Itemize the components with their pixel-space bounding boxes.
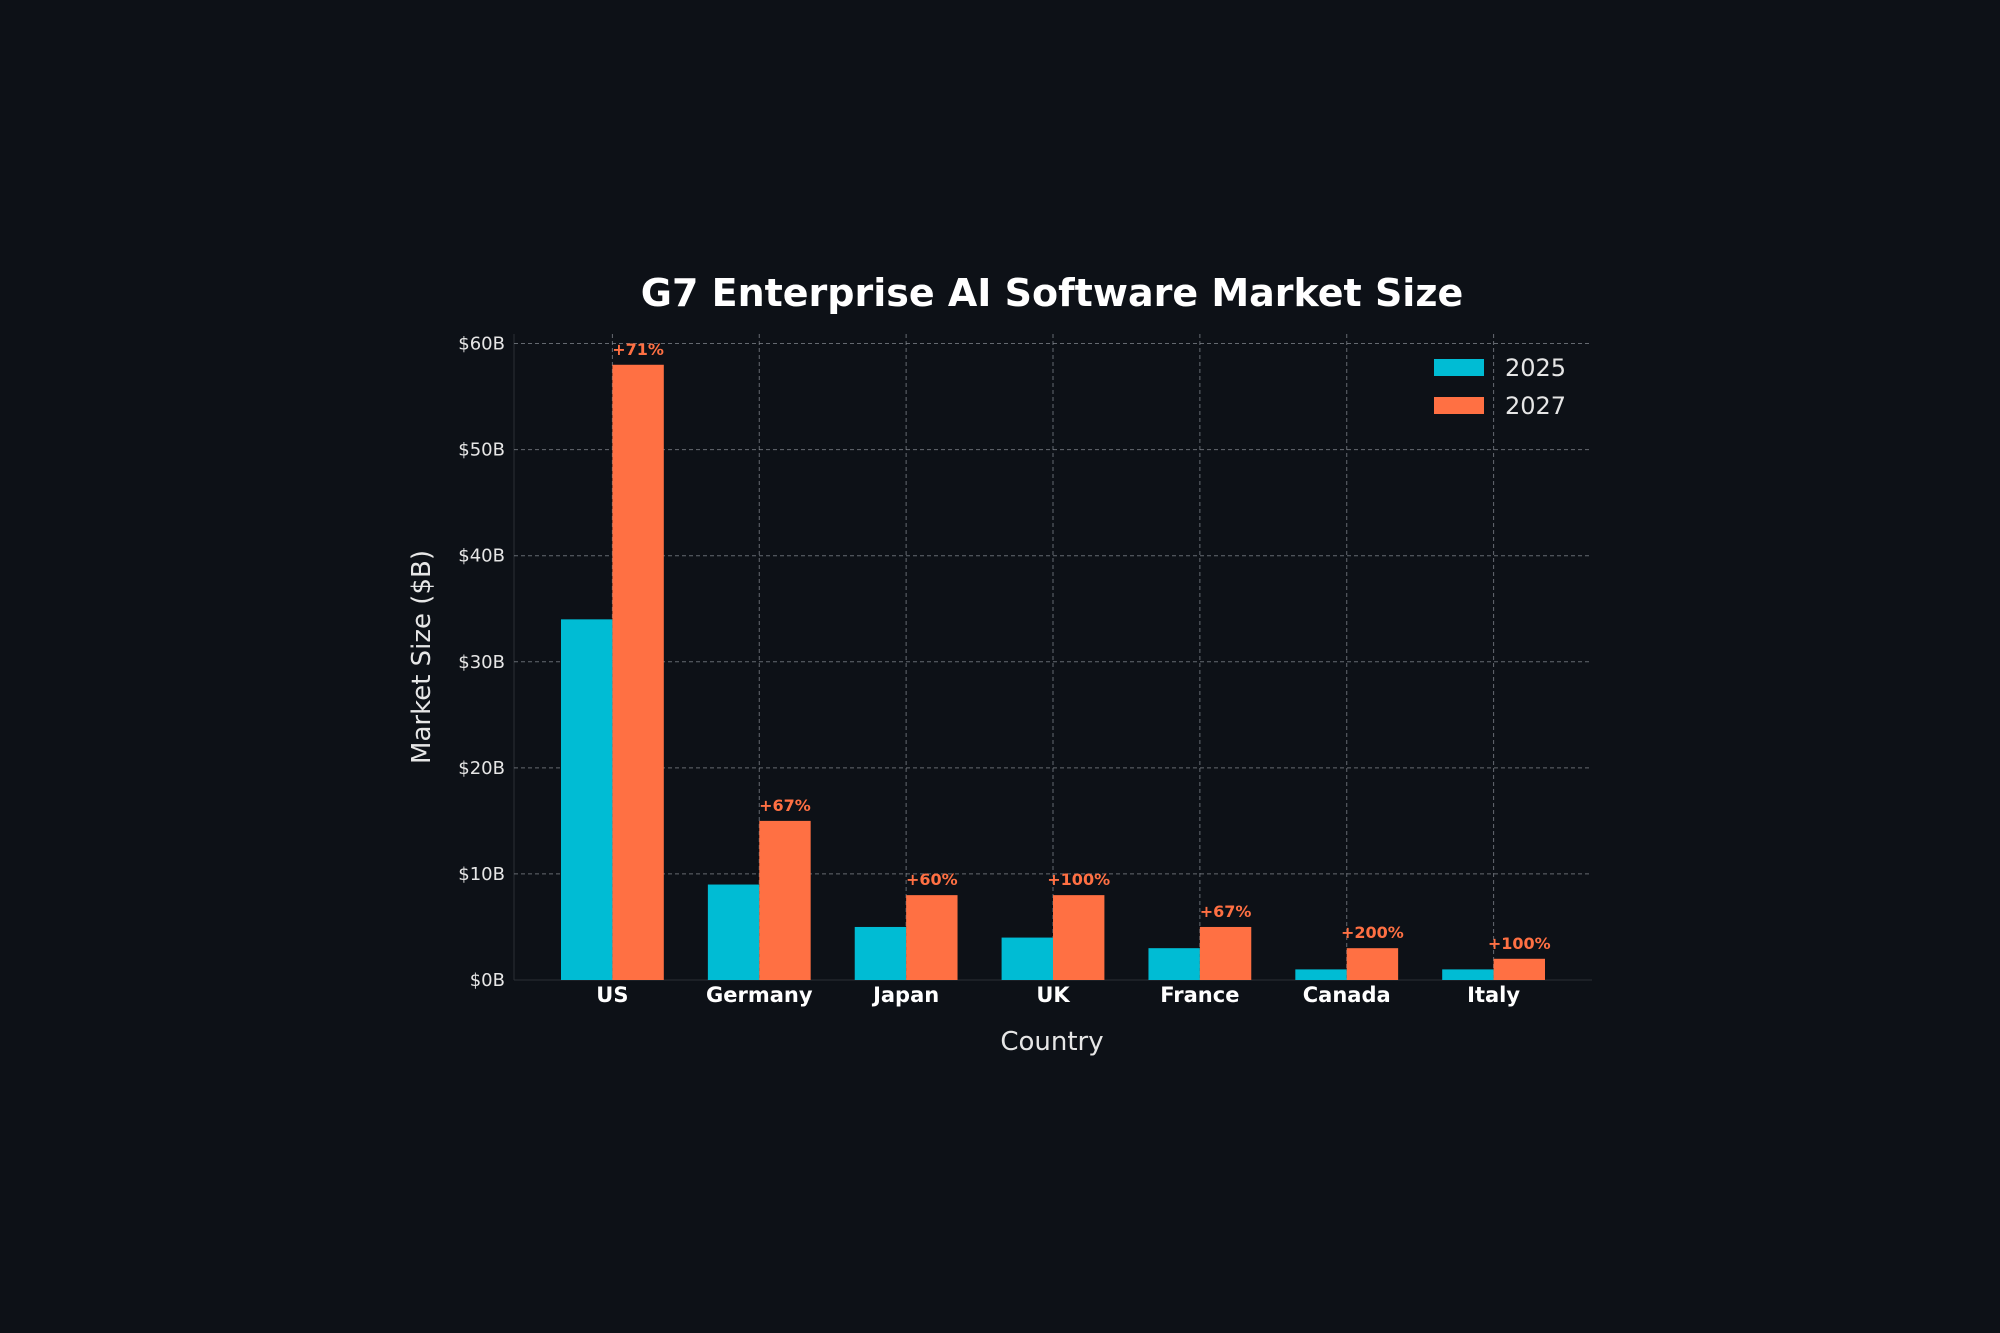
x-tick-label: Japan — [871, 983, 939, 1007]
x-tick-label: France — [1160, 983, 1239, 1007]
y-axis-label: Market Size ($B) — [407, 550, 437, 764]
legend-label: 2025 — [1505, 354, 1566, 382]
grid — [513, 334, 1592, 981]
bar-2027-canada[interactable] — [1346, 948, 1399, 980]
chart-title: G7 Enterprise AI Software Market Size — [641, 271, 1463, 315]
growth-annotation: +67% — [1200, 902, 1252, 921]
growth-annotation: +200% — [1341, 923, 1404, 942]
legend-swatch-2027 — [1434, 397, 1484, 414]
x-tick-label: UK — [1036, 983, 1070, 1007]
bar-2027-germany[interactable] — [759, 820, 811, 980]
x-tick-label: Germany — [706, 983, 813, 1007]
y-tick-label: $60B — [458, 334, 505, 355]
bars — [560, 364, 1546, 980]
legend-label: 2027 — [1505, 392, 1566, 420]
bar-2025-germany[interactable] — [707, 884, 760, 980]
bar-2025-us[interactable] — [560, 619, 613, 980]
growth-annotation: +100% — [1047, 870, 1110, 889]
legend: 2025 2027 — [1434, 354, 1566, 420]
y-tick-label: $10B — [458, 864, 505, 885]
x-axis-label: Country — [1000, 1027, 1103, 1057]
bar-2027-us[interactable] — [612, 364, 664, 980]
y-tick-label: $20B — [458, 758, 505, 779]
y-tick-label: $50B — [458, 440, 505, 461]
growth-annotation: +100% — [1488, 934, 1551, 953]
bar-2025-france[interactable] — [1148, 948, 1200, 980]
bar-2025-uk[interactable] — [1001, 937, 1053, 980]
bar-2027-uk[interactable] — [1053, 895, 1105, 980]
bar-2025-japan[interactable] — [854, 926, 907, 980]
x-tick-label: Italy — [1467, 983, 1520, 1007]
y-tick-label: $30B — [458, 652, 505, 673]
bar-2025-italy[interactable] — [1442, 969, 1494, 980]
x-tick-label: Canada — [1303, 983, 1391, 1007]
labels: $0B $10B $20B $30B $40B $50B $60B US Germany Japa… — [458, 334, 1550, 1007]
bar-2027-japan[interactable] — [906, 895, 958, 980]
growth-annotation: +60% — [906, 870, 958, 889]
bar-2025-canada[interactable] — [1295, 969, 1347, 980]
bar-2027-france[interactable] — [1199, 926, 1252, 980]
legend-swatch-2025 — [1434, 359, 1484, 376]
y-tick-label: $40B — [458, 546, 505, 567]
y-tick-label: $0B — [470, 970, 505, 991]
growth-annotation: +71% — [612, 340, 664, 359]
growth-annotation: +67% — [759, 796, 811, 815]
x-tick-label: US — [596, 983, 628, 1007]
bar-2027-italy[interactable] — [1493, 958, 1546, 980]
